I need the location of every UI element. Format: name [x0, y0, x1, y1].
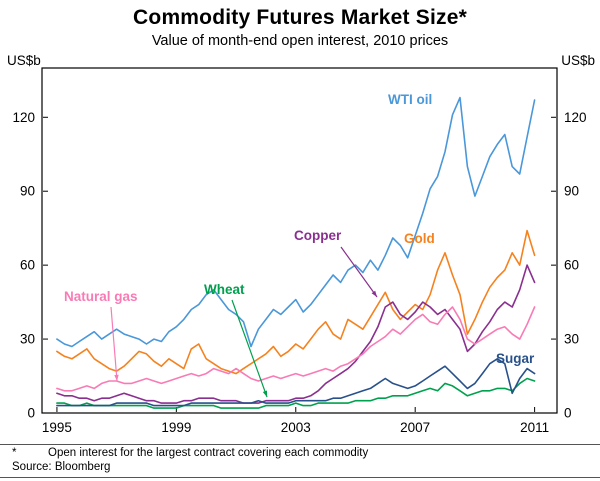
y-axis-unit-left: US$b	[7, 53, 41, 68]
series-line-wti-oil	[56, 96, 536, 348]
svg-text:0: 0	[27, 406, 35, 421]
svg-text:120: 120	[564, 110, 587, 125]
svg-text:60: 60	[20, 258, 35, 273]
series-label-sugar: Sugar	[496, 351, 535, 366]
svg-text:90: 90	[564, 184, 579, 199]
series-label-natural-gas: Natural gas	[64, 289, 138, 304]
series-line-sugar	[56, 357, 536, 407]
series-label-wheat: Wheat	[204, 282, 245, 297]
svg-text:0: 0	[564, 406, 572, 421]
svg-text:90: 90	[20, 184, 35, 199]
svg-text:1999: 1999	[161, 420, 191, 435]
series-line-wheat	[56, 377, 536, 409]
svg-text:60: 60	[564, 258, 579, 273]
chart-title: Commodity Futures Market Size*	[133, 6, 467, 29]
y-axis-unit-right: US$b	[561, 53, 595, 68]
svg-text:120: 120	[12, 110, 35, 125]
bottom-rule	[0, 477, 600, 478]
footnote-text: Open interest for the largest contract c…	[48, 447, 369, 459]
series-line-copper	[56, 264, 536, 404]
svg-text:2007: 2007	[400, 420, 430, 435]
svg-text:2011: 2011	[520, 420, 549, 435]
svg-text:30: 30	[20, 332, 35, 347]
svg-text:30: 30	[564, 332, 579, 347]
footnote-marker: *	[12, 447, 17, 459]
series-line-natural-gas	[56, 306, 536, 392]
series-label-wti-oil: WTI oil	[388, 92, 433, 107]
svg-text:1995: 1995	[42, 420, 72, 435]
series-line-gold	[56, 229, 536, 375]
source-note: Source: Bloomberg	[12, 461, 111, 473]
series-label-gold: Gold	[404, 231, 435, 246]
series-label-copper: Copper	[294, 228, 342, 243]
footnote-divider	[0, 444, 600, 445]
svg-text:2003: 2003	[281, 420, 311, 435]
chart-subtitle: Value of month-end open interest, 2010 p…	[151, 33, 449, 49]
